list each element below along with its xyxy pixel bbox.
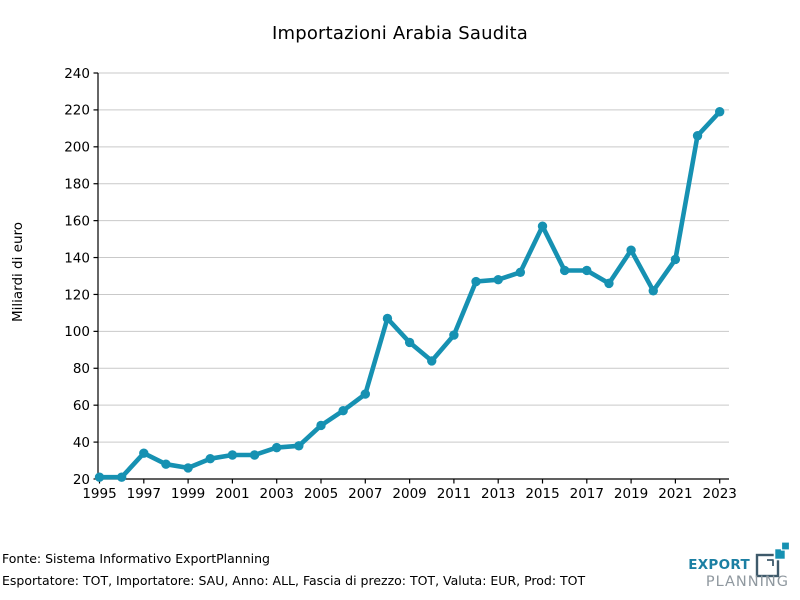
line-chart-canvas: 20 40 60 80 100 120 140 160 180 200 220 240 1995 1997…: [64, 66, 737, 502]
logo-teal-square-2: [780, 541, 790, 551]
x-tick-label: 1997: [127, 486, 161, 502]
y-tick-label: 120: [64, 287, 90, 303]
x-tick-label: 2007: [348, 486, 382, 502]
x-tick-label: 1995: [82, 486, 116, 502]
data-point: [604, 278, 614, 289]
logo-squares-icon: [755, 541, 790, 578]
data-point: [515, 267, 526, 278]
data-point: [227, 450, 238, 460]
y-tick-label: 220: [64, 103, 90, 119]
y-tick-label: 140: [64, 250, 90, 266]
data-point: [582, 265, 592, 276]
data-point: [316, 420, 326, 431]
logo-outer-square: [755, 553, 780, 578]
data-point: [116, 472, 127, 482]
x-tick-label: 2023: [703, 486, 737, 502]
logo-teal-square-1: [773, 547, 787, 561]
data-point: [139, 448, 149, 458]
exportplanning-logo: EXPORT PLANNING: [682, 540, 792, 598]
x-tick-label: 2003: [260, 486, 294, 502]
x-tick-label: 2011: [437, 486, 471, 502]
logo-text-export: EXPORT: [688, 557, 750, 573]
x-tick-label: 2005: [304, 486, 338, 502]
source-note: Fonte: Sistema Informativo ExportPlannin…: [2, 551, 270, 566]
logo-text-planning: PLANNING: [705, 574, 789, 590]
data-point: [404, 337, 415, 348]
x-tick-label: 2015: [525, 486, 559, 502]
data-point: [648, 286, 658, 296]
data-point: [493, 274, 503, 285]
data-point: [449, 330, 459, 340]
data-point: [715, 107, 725, 117]
data-point: [338, 406, 348, 416]
y-tick-label: 80: [73, 361, 90, 377]
chart-title: Importazioni Arabia Saudita: [271, 23, 529, 44]
y-tick-label: 240: [64, 66, 90, 82]
data-point: [626, 245, 636, 255]
data-point: [294, 441, 304, 451]
x-tick-label: 1999: [171, 486, 205, 502]
data-point: [692, 131, 703, 141]
y-tick-label: 200: [64, 140, 90, 156]
y-tick-label: 40: [73, 435, 90, 451]
x-tick-label: 2013: [481, 486, 515, 502]
data-point: [382, 313, 393, 324]
data-point: [360, 389, 370, 399]
data-point: [272, 442, 282, 453]
data-point: [205, 454, 215, 464]
x-tick-label: 2001: [215, 486, 249, 502]
data-point: [427, 356, 437, 366]
data-point: [161, 459, 171, 469]
data-point: [537, 221, 548, 231]
x-tick-label: 2021: [658, 486, 692, 502]
x-tick-label: 2009: [392, 486, 426, 502]
y-tick-label: 60: [73, 398, 90, 414]
data-point: [471, 276, 481, 287]
data-point: [94, 472, 105, 482]
x-tick-label: 2019: [614, 486, 648, 502]
data-point: [670, 254, 681, 265]
data-point: [183, 463, 193, 473]
filters-note: Esportatore: TOT, Importatore: SAU, Anno…: [2, 573, 586, 588]
y-tick-label: 100: [64, 324, 90, 340]
data-point: [559, 265, 570, 276]
x-tick-label: 2017: [570, 486, 604, 502]
data-point: [249, 450, 260, 460]
y-tick-label: 180: [64, 177, 90, 193]
y-tick-label: 20: [73, 472, 90, 488]
y-tick-label: 160: [64, 213, 90, 229]
logo-inner-corner: [767, 559, 774, 566]
